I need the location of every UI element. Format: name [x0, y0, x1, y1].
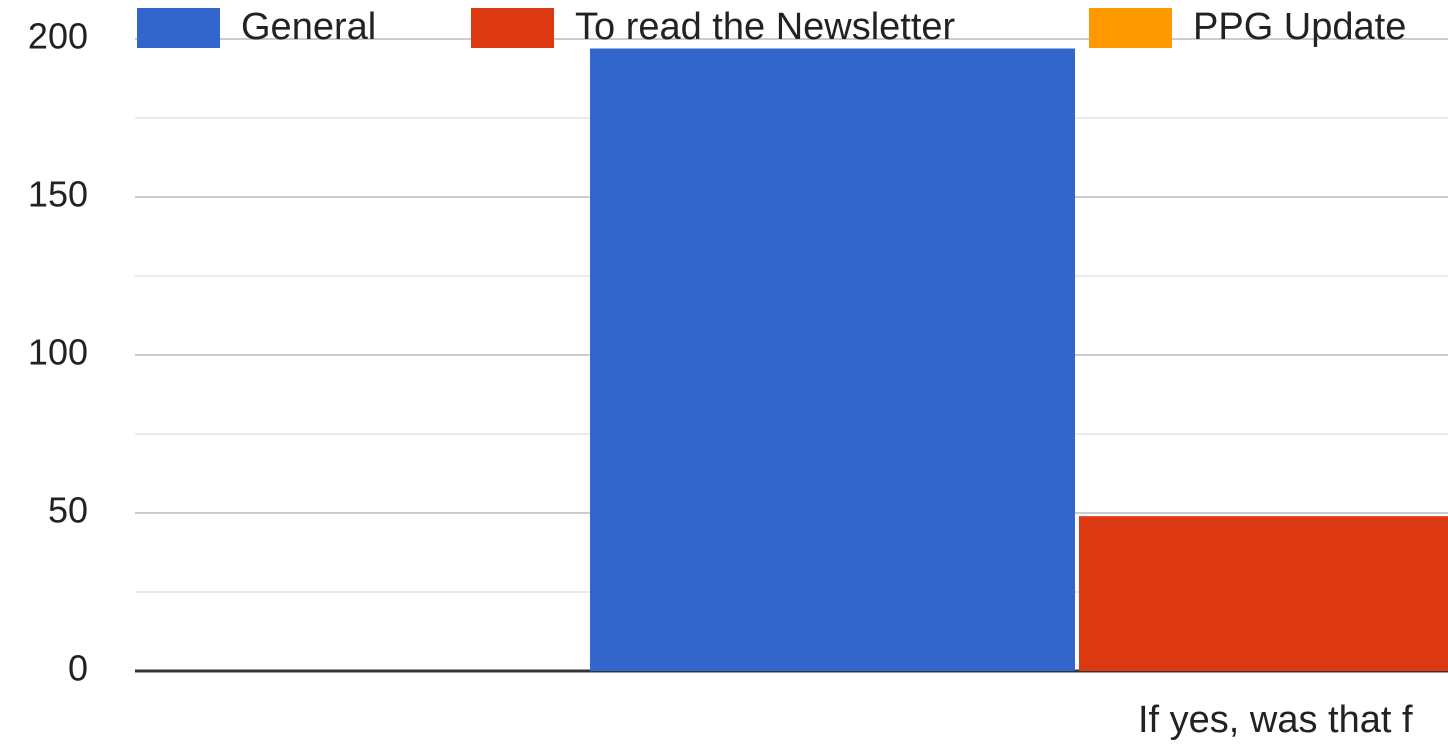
legend-label: PPG Update [1193, 6, 1406, 48]
legend-swatch [137, 8, 220, 48]
legend-label: To read the Newsletter [575, 6, 956, 48]
y-tick-label: 50 [48, 490, 88, 531]
legend-swatch [1089, 8, 1172, 48]
bar [590, 48, 1075, 672]
y-tick-label: 100 [28, 332, 88, 373]
y-tick-label: 0 [68, 648, 88, 689]
y-tick-label: 150 [28, 174, 88, 215]
bar [1079, 516, 1448, 671]
y-tick-label: 200 [28, 16, 88, 57]
x-tick-label: If yes, was that f [1138, 699, 1413, 741]
legend-label: General [241, 6, 376, 48]
legend-swatch [471, 8, 554, 48]
